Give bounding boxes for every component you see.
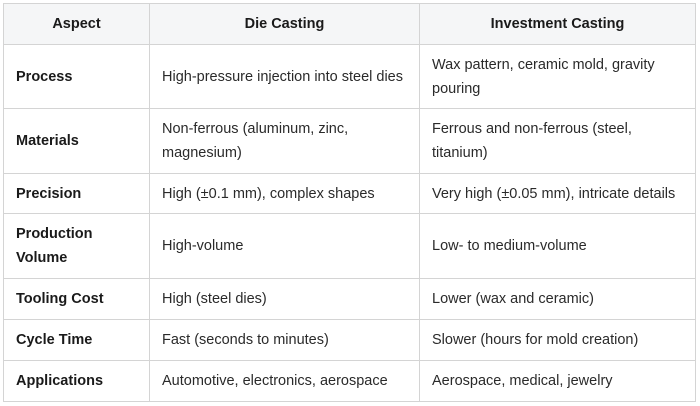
- investment-casting-cell: Very high (±0.05 mm), intricate details: [419, 173, 696, 214]
- table-row: Production Volume High-volume Low- to me…: [3, 213, 696, 279]
- aspect-cell: Production Volume: [3, 213, 150, 279]
- table-row: Precision High (±0.1 mm), complex shapes…: [3, 173, 696, 214]
- die-casting-cell: High (±0.1 mm), complex shapes: [149, 173, 420, 214]
- investment-casting-cell: Low- to medium-volume: [419, 213, 696, 279]
- aspect-cell: Applications: [3, 360, 150, 402]
- investment-casting-cell: Slower (hours for mold creation): [419, 319, 696, 361]
- table-row: Applications Automotive, electronics, ae…: [3, 360, 696, 402]
- investment-casting-cell: Wax pattern, ceramic mold, gravity pouri…: [419, 44, 696, 109]
- investment-casting-cell: Lower (wax and ceramic): [419, 278, 696, 320]
- table-row: Cycle Time Fast (seconds to minutes) Slo…: [3, 319, 696, 361]
- die-casting-cell: High (steel dies): [149, 278, 420, 320]
- die-casting-cell: Automotive, electronics, aerospace: [149, 360, 420, 402]
- header-die-casting: Die Casting: [149, 3, 420, 45]
- die-casting-cell: High-pressure injection into steel dies: [149, 44, 420, 109]
- aspect-cell: Materials: [3, 108, 150, 174]
- aspect-cell: Process: [3, 44, 150, 109]
- aspect-cell: Cycle Time: [3, 319, 150, 361]
- header-investment-casting: Investment Casting: [419, 3, 696, 45]
- die-casting-cell: Fast (seconds to minutes): [149, 319, 420, 361]
- die-casting-cell: Non-ferrous (aluminum, zinc, magnesium): [149, 108, 420, 174]
- die-casting-cell: High-volume: [149, 213, 420, 279]
- investment-casting-cell: Aerospace, medical, jewelry: [419, 360, 696, 402]
- investment-casting-cell: Ferrous and non-ferrous (steel, titanium…: [419, 108, 696, 174]
- table-row: Process High-pressure injection into ste…: [3, 44, 696, 109]
- header-aspect: Aspect: [3, 3, 150, 45]
- comparison-table-container: Aspect Die Casting Investment Casting Pr…: [3, 3, 696, 402]
- aspect-cell: Precision: [3, 173, 150, 214]
- table-header-row: Aspect Die Casting Investment Casting: [3, 3, 696, 45]
- table-row: Tooling Cost High (steel dies) Lower (wa…: [3, 278, 696, 320]
- comparison-table: Aspect Die Casting Investment Casting Pr…: [3, 3, 696, 402]
- table-row: Materials Non-ferrous (aluminum, zinc, m…: [3, 108, 696, 174]
- aspect-cell: Tooling Cost: [3, 278, 150, 320]
